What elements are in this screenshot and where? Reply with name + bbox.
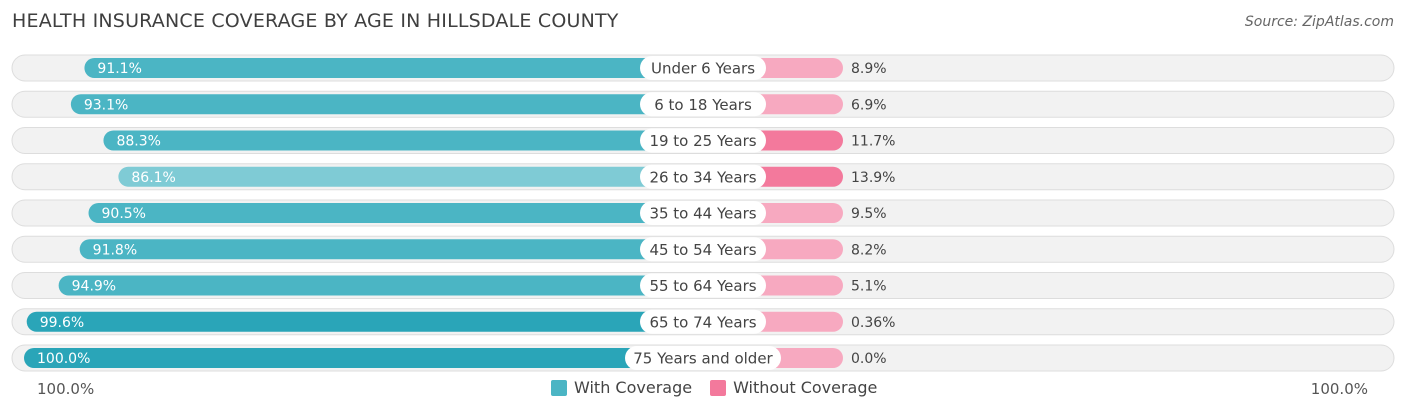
value-label-without-coverage: 5.1% [851,279,887,295]
category-label-box [640,201,766,225]
category-label: 26 to 34 Years [649,168,756,186]
category-label-box [625,346,781,370]
category-label: 6 to 18 Years [654,96,752,114]
legend: With Coverage Without Coverage [551,378,895,397]
category-label: 55 to 64 Years [649,277,756,295]
category-label-box [640,273,766,298]
category-label: 35 to 44 Years [649,205,756,223]
legend-swatch-without-coverage [710,379,727,396]
value-label-with-coverage: 93.1% [84,97,128,113]
bar-with-coverage [24,348,703,368]
bar-with-coverage [79,239,704,260]
legend-item-with-coverage: With Coverage [551,378,692,397]
value-label-with-coverage: 88.3% [116,134,160,150]
chart-source: Source: ZipAtlas.com [1244,14,1394,30]
value-label-without-coverage: 9.5% [851,206,887,222]
bar-with-coverage [88,203,703,223]
chart-title: HEALTH INSURANCE COVERAGE BY AGE IN HILL… [12,10,619,32]
value-label-without-coverage: 13.9% [851,170,895,186]
category-label-box [640,309,766,334]
bar-with-coverage [103,130,704,151]
value-label-with-coverage: 86.1% [131,170,175,186]
legend-label-with-coverage: With Coverage [574,378,693,397]
value-label-with-coverage: 91.8% [93,242,137,258]
bar-with-coverage [84,58,703,78]
value-label-without-coverage: 11.7% [851,134,895,150]
value-label-with-coverage: 94.9% [72,279,116,295]
value-label-without-coverage: 0.36% [851,315,895,331]
category-label: 75 Years and older [633,350,773,368]
value-label-without-coverage: 8.9% [851,61,887,77]
legend-item-without-coverage: Without Coverage [710,378,877,397]
value-label-with-coverage: 90.5% [102,206,146,222]
category-label: 65 to 74 Years [649,313,756,331]
value-label-without-coverage: 8.2% [851,242,887,258]
legend-swatch-with-coverage [551,379,567,396]
axis-left-label: 100.0% [37,380,95,398]
category-label-box [640,92,766,117]
bar-with-coverage [58,275,703,296]
category-label-box [640,56,766,80]
value-label-with-coverage: 99.6% [40,315,84,331]
category-label-box [640,164,766,189]
value-label-with-coverage: 100.0% [37,351,90,367]
category-label: 45 to 54 Years [649,241,756,259]
value-label-with-coverage: 91.1% [97,61,141,77]
category-label-box [640,128,766,153]
bar-with-coverage [70,94,703,115]
axis-right-label: 100.0% [1310,380,1368,398]
bar-with-coverage [26,311,703,332]
category-label: 19 to 25 Years [649,132,756,150]
value-label-without-coverage: 0.0% [851,351,887,367]
value-label-without-coverage: 6.9% [851,97,887,113]
legend-label-without-coverage: Without Coverage [733,378,878,397]
category-label-box [640,237,766,262]
category-label: Under 6 Years [651,60,755,78]
bar-with-coverage [118,166,704,187]
